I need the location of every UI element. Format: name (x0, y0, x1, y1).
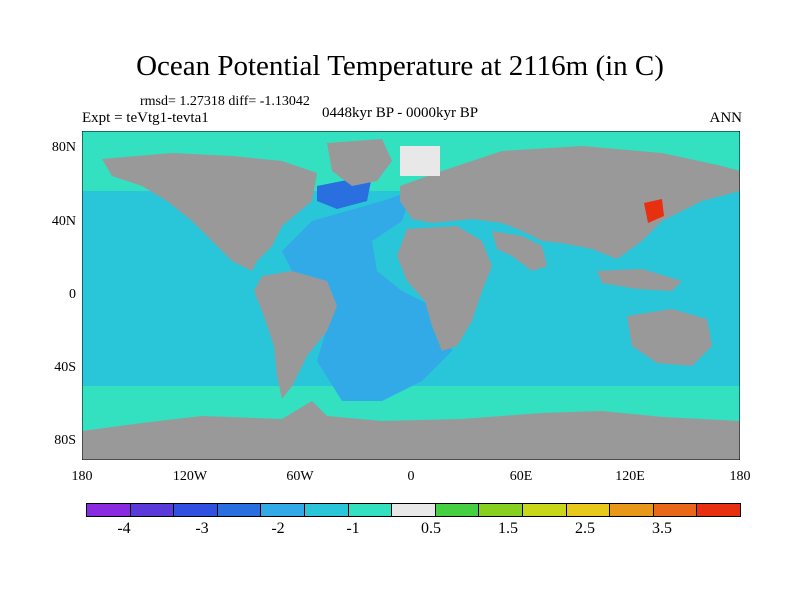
colorbar-box-4 (260, 503, 305, 517)
colorbar-label-1-5: 1.5 (498, 520, 518, 537)
experiment-label: Expt = teVtg1-tevta1 (82, 110, 209, 126)
colorbar-label-neg2: -2 (271, 520, 285, 537)
antarctica (82, 401, 740, 460)
eurasia (400, 146, 740, 259)
map-panel (82, 131, 740, 460)
lat-tick-40s: 40S (54, 360, 76, 375)
chart-title: Ocean Potential Temperature at 2116m (in… (136, 50, 664, 82)
colorbar-label-neg1: -1 (346, 520, 360, 537)
colorbar-box-13 (652, 503, 698, 517)
greenland (327, 139, 392, 186)
maritime-continent (597, 269, 682, 291)
colorbar-box-7 (391, 503, 436, 517)
arctic-ice-patch (400, 146, 440, 176)
colorbar-box-2 (173, 503, 218, 517)
colorbar-label-neg3: -3 (195, 520, 209, 537)
colorbar-box-8 (434, 503, 480, 517)
lat-tick-0: 0 (69, 287, 76, 302)
south-america (254, 271, 337, 399)
colorbar-box-5 (303, 503, 349, 517)
colorbar-box-12 (609, 503, 654, 517)
australia (627, 309, 712, 366)
warm-anomaly-japan (644, 199, 664, 223)
colorbar-box-10 (521, 503, 567, 517)
season-label: ANN (709, 110, 743, 126)
stats-line: rmsd= 1.27318 diff= -1.13042 (140, 94, 310, 109)
world-map (82, 131, 740, 460)
lon-tick-0: 0 (407, 469, 415, 484)
lon-tick-120w: 120W (172, 469, 208, 484)
atlantic-basin (282, 191, 452, 401)
lon-tick-60w: 60W (286, 469, 314, 484)
colorbar (86, 503, 741, 517)
africa (397, 226, 492, 351)
colorbar-label-3-5: 3.5 (652, 520, 672, 537)
period-label: 0448kyr BP - 0000kyr BP (322, 105, 479, 121)
colorbar-box-6 (347, 503, 393, 517)
lon-tick-120e: 120E (615, 469, 645, 484)
lon-tick-180e: 180 (729, 469, 751, 484)
south-asia (492, 231, 547, 271)
colorbar-box-14 (696, 503, 741, 517)
colorbar-label-0-5: 0.5 (421, 520, 441, 537)
lat-tick-80s: 80S (54, 433, 76, 448)
colorbar-box-3 (216, 503, 262, 517)
colorbar-box-1 (129, 503, 175, 517)
colorbar-box-9 (478, 503, 523, 517)
colorbar-label-2-5: 2.5 (575, 520, 595, 537)
north-america (102, 153, 317, 271)
lon-tick-180w: 180 (71, 469, 93, 484)
colorbar-label-neg4: -4 (117, 520, 131, 537)
lon-tick-60e: 60E (509, 469, 533, 484)
lat-tick-80n: 80N (51, 140, 76, 155)
lat-tick-40n: 40N (51, 214, 76, 229)
colorbar-box-11 (565, 503, 611, 517)
colorbar-box-0 (86, 503, 131, 517)
